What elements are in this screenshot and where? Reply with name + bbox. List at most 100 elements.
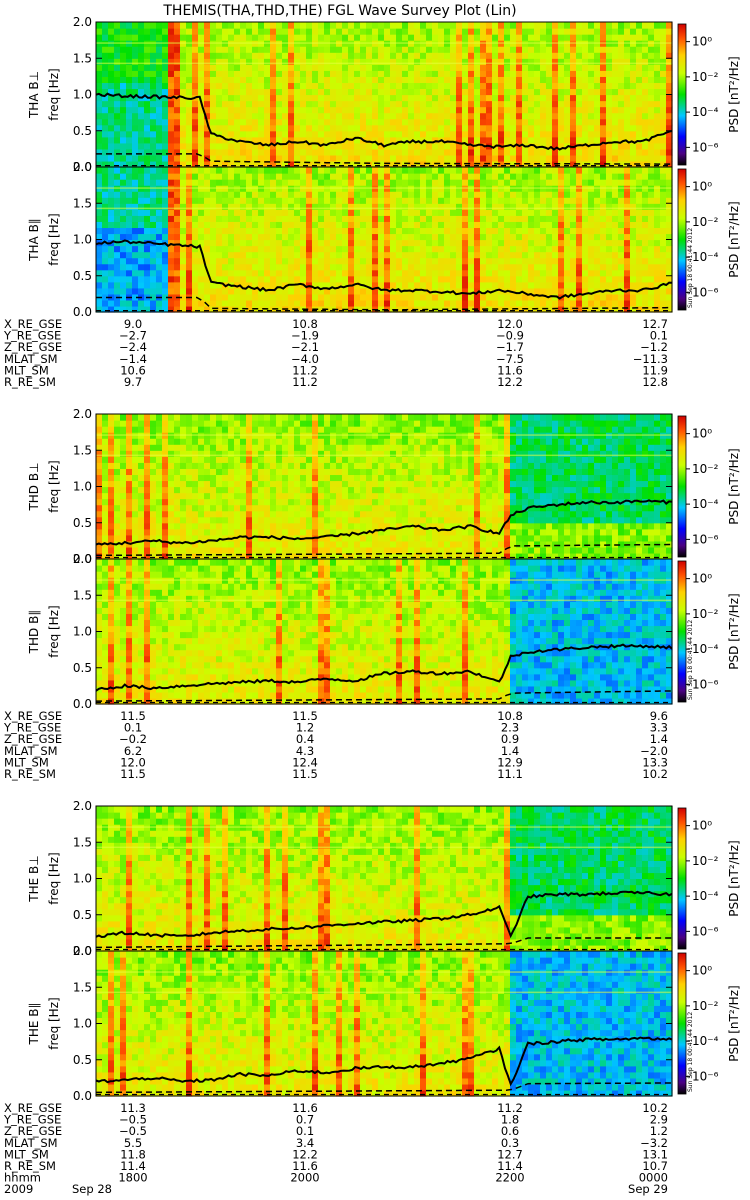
spectrogram-cell [438, 34, 445, 41]
spectrogram-cell [642, 167, 649, 174]
spectrogram-cell [180, 76, 187, 84]
spectrogram-cell [576, 136, 583, 144]
spectrogram-cell [570, 299, 577, 307]
spectrogram-cell [540, 173, 547, 180]
spectrogram-cell [600, 305, 607, 313]
spectrogram-cell [372, 287, 379, 295]
spectrogram-cell [540, 112, 547, 120]
spectrogram-cell [324, 269, 331, 277]
spectrogram-cell [156, 552, 163, 560]
spectrogram-cell [522, 64, 529, 71]
spectrogram-cell [510, 227, 517, 235]
spectrogram-cell [480, 130, 487, 138]
spectrogram-cell [606, 305, 613, 313]
spectrogram-cell [228, 263, 235, 271]
spectrogram-cell [474, 293, 481, 301]
spectrogram-cell [330, 233, 337, 241]
spectrogram-cell [414, 191, 421, 198]
spectrogram-cell [156, 227, 163, 235]
spectrogram-cell [504, 233, 511, 241]
spectrogram-cell [270, 233, 277, 241]
spectrogram-cell [468, 100, 475, 108]
spectrogram-cell [390, 215, 397, 222]
spectrogram-cell [540, 239, 547, 247]
spectrogram-cell [270, 167, 277, 174]
spectrogram-cell [216, 215, 223, 222]
spectrogram-cell [96, 522, 103, 530]
spectrogram-cell [408, 154, 415, 162]
spectrogram-cell [534, 167, 541, 174]
spectrogram-cell [342, 281, 349, 289]
spectrogram-cell [582, 245, 589, 253]
spectrogram-cell [180, 209, 187, 216]
spectrogram-cell [576, 239, 583, 247]
spectrogram-cell [228, 191, 235, 198]
spectrogram-cell [336, 215, 343, 222]
spectrogram-cell [228, 227, 235, 235]
ephemeris-value: 12.7 [642, 317, 668, 331]
spectrogram-cell [306, 215, 313, 222]
spectrogram-cell [636, 257, 643, 265]
spectrogram-cell [576, 28, 583, 35]
spectrogram-cell [588, 215, 595, 222]
spectrogram-cell [438, 112, 445, 120]
spectrogram-cell [258, 46, 265, 53]
spectrogram-cell [264, 293, 271, 301]
spectrogram-cell [366, 263, 373, 271]
spectrogram-cell [618, 76, 625, 84]
spectrogram-cell [96, 275, 103, 283]
spectrogram-cell [132, 474, 139, 482]
spectrogram-cell [234, 64, 241, 71]
spectrogram-cell [378, 58, 385, 65]
spectrogram-cell [462, 46, 469, 53]
spectrogram-cell [138, 462, 145, 469]
spectrogram-cell [384, 167, 391, 174]
spectrogram-cell [246, 154, 253, 162]
spectrogram-cell [336, 88, 343, 96]
spectrogram-cell [660, 221, 667, 229]
spectrogram-cell [492, 215, 499, 222]
spectrogram-cell [570, 245, 577, 253]
spectrogram-cell [270, 88, 277, 96]
spectrogram-cell [390, 88, 397, 96]
spectrogram-cell [414, 245, 421, 253]
spectrogram-cell [420, 179, 427, 186]
spectrogram-cell [456, 100, 463, 108]
spectrogram-cell [462, 269, 469, 277]
spectrogram-cell [666, 227, 673, 235]
spectrogram-cell [462, 209, 469, 216]
spectrogram-cell [318, 227, 325, 235]
spectrogram-cell [120, 197, 127, 204]
spectrogram-cell [102, 275, 109, 283]
spectrogram-cell [192, 233, 199, 241]
spectrogram-cell [600, 269, 607, 277]
spectrogram-cell [360, 142, 367, 150]
spectrogram-cell [366, 118, 373, 126]
spectrogram-cell [606, 299, 613, 307]
spectrogram-cell [642, 154, 649, 162]
spectrogram-cell [120, 546, 127, 554]
ephemeris-value: 12.8 [642, 375, 668, 389]
spectrogram-cell [234, 148, 241, 156]
spectrogram-cell [324, 173, 331, 180]
spectrogram-cell [234, 275, 241, 283]
spectrogram-cell [366, 293, 373, 301]
spectrogram-cell [264, 82, 271, 90]
spectrogram-cell [102, 257, 109, 265]
spectrogram-cell [276, 148, 283, 156]
spectrogram-cell [546, 88, 553, 96]
spectrogram-cell [126, 450, 133, 457]
spectrogram-cell [240, 281, 247, 289]
spectrogram-cell [528, 94, 535, 102]
colorbar-tick-label: 10⁻⁶ [692, 140, 719, 154]
spectrogram-cell [108, 492, 115, 500]
spectrogram-cell [534, 299, 541, 307]
ephemeris-value: −1.7 [496, 340, 524, 354]
spectrogram-cell [162, 420, 169, 427]
spectrogram-cell [210, 76, 217, 84]
spectrogram-cell [312, 46, 319, 53]
spectrogram-cell [366, 179, 373, 186]
spectrogram-cell [576, 82, 583, 90]
spectrogram-cell [270, 64, 277, 71]
spectrogram-cell [588, 203, 595, 210]
